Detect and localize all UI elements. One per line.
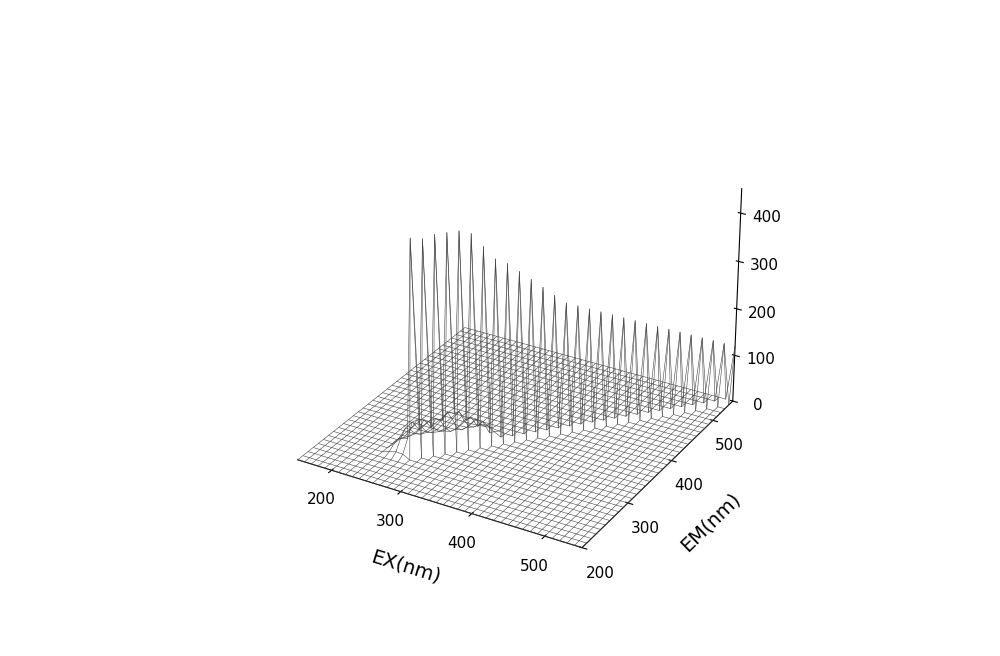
X-axis label: EX(nm): EX(nm)	[369, 547, 443, 586]
Y-axis label: EM(nm): EM(nm)	[677, 489, 744, 556]
